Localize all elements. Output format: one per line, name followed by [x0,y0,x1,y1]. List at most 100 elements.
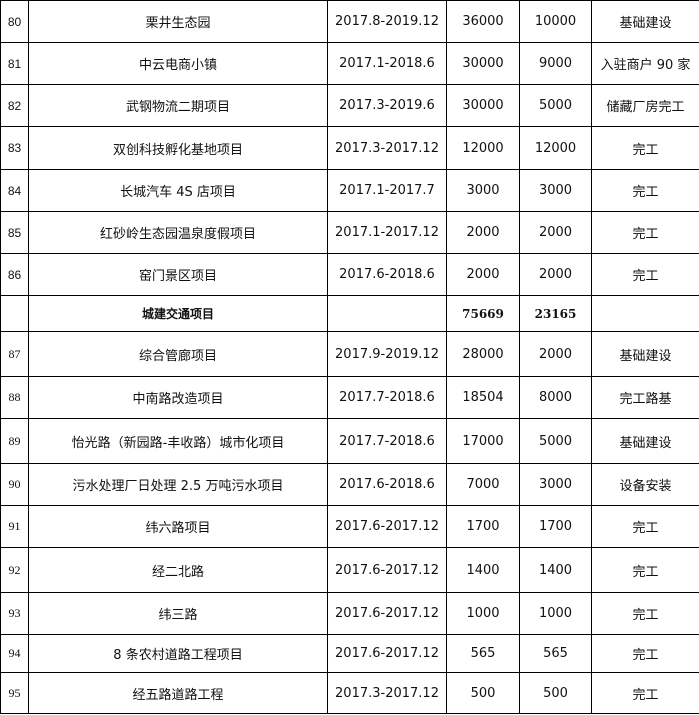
progress-status-cell: 基础建设 [591,0,699,43]
total-investment-cell: 1700 [446,505,520,548]
project-name-cell: 栗井生态园 [28,0,328,43]
annual-investment-cell: 3000 [519,169,592,212]
table-row: 92 经二北路 2017.6-2017.12 1400 1400 完工 [0,547,699,593]
period-cell: 2017.1-2017.7 [327,169,447,212]
table-row: 85 红砂岭生态园温泉度假项目 2017.1-2017.12 2000 2000 完工 [0,211,699,254]
progress-status-cell: 基础建设 [591,331,699,377]
table-row: 91 纬六路项目 2017.6-2017.12 1700 1700 完工 [0,505,699,548]
annual-investment-cell: 500 [519,672,592,714]
period-cell: 2017.3-2017.12 [327,672,447,714]
period-cell: 2017.6-2017.12 [327,592,447,635]
table-row: 94 8 条农村道路工程项目 2017.6-2017.12 565 565 完工 [0,634,699,673]
total-investment-cell: 18504 [446,376,520,419]
annual-investment-cell: 12000 [519,126,592,170]
period-cell [327,295,447,332]
annual-investment-cell: 1400 [519,547,592,593]
annual-investment-cell: 9000 [519,42,592,85]
annual-investment-cell: 23165 [519,295,592,332]
row-number-cell: 82 [0,84,29,127]
section-row: 城建交通项目 75669 23165 [0,295,699,332]
period-cell: 2017.9-2019.12 [327,331,447,377]
annual-investment-cell: 5000 [519,84,592,127]
project-name-cell: 综合管廊项目 [28,331,328,377]
table-row: 95 经五路道路工程 2017.3-2017.12 500 500 完工 [0,672,699,714]
period-cell: 2017.6-2018.6 [327,253,447,296]
progress-status-cell [591,295,699,332]
annual-investment-cell: 1700 [519,505,592,548]
total-investment-cell: 28000 [446,331,520,377]
total-investment-cell: 3000 [446,169,520,212]
total-investment-cell: 2000 [446,253,520,296]
row-number-cell: 85 [0,211,29,254]
annual-investment-cell: 5000 [519,418,592,464]
total-investment-cell: 30000 [446,84,520,127]
table-row: 82 武钢物流二期项目 2017.3-2019.6 30000 5000 储藏厂房完工 [0,84,699,127]
total-investment-cell: 17000 [446,418,520,464]
row-number-cell: 94 [0,634,29,673]
period-cell: 2017.6-2018.6 [327,463,447,506]
row-number-cell: 89 [0,418,29,464]
period-cell: 2017.3-2017.12 [327,126,447,170]
table-row: 89 怡光路（新园路-丰收路）城市化项目 2017.7-2018.6 17000 500… [0,418,699,464]
row-number-cell: 92 [0,547,29,593]
progress-status-cell: 完工 [591,169,699,212]
project-name-cell: 长城汽车 4S 店项目 [28,169,328,212]
period-cell: 2017.6-2017.12 [327,547,447,593]
progress-status-cell: 完工 [591,592,699,635]
progress-status-cell: 完工 [591,211,699,254]
table-row: 81 中云电商小镇 2017.1-2018.6 30000 9000 入驻商户 90 家 [0,42,699,85]
total-investment-cell: 565 [446,634,520,673]
table-row: 90 污水处理厂日处理 2.5 万吨污水项目 2017.6-2018.6 7000 30… [0,463,699,506]
table-row: 86 窑门景区项目 2017.6-2018.6 2000 2000 完工 [0,253,699,296]
row-number-cell: 80 [0,0,29,43]
progress-status-cell: 完工 [591,126,699,170]
progress-status-cell: 完工 [591,505,699,548]
project-name-cell: 城建交通项目 [28,295,328,332]
progress-status-cell: 完工 [591,634,699,673]
annual-investment-cell: 10000 [519,0,592,43]
table-row: 93 纬三路 2017.6-2017.12 1000 1000 完工 [0,592,699,635]
project-name-cell: 中南路改造项目 [28,376,328,419]
table-row: 84 长城汽车 4S 店项目 2017.1-2017.7 3000 3000 完工 [0,169,699,212]
progress-status-cell: 完工 [591,672,699,714]
total-investment-cell: 75669 [446,295,520,332]
annual-investment-cell: 565 [519,634,592,673]
period-cell: 2017.3-2019.6 [327,84,447,127]
period-cell: 2017.8-2019.12 [327,0,447,43]
project-name-cell: 污水处理厂日处理 2.5 万吨污水项目 [28,463,328,506]
progress-status-cell: 基础建设 [591,418,699,464]
table-row: 80 栗井生态园 2017.8-2019.12 36000 10000 基础建设 [0,0,699,43]
row-number-cell: 90 [0,463,29,506]
project-name-cell: 怡光路（新园路-丰收路）城市化项目 [28,418,328,464]
period-cell: 2017.1-2017.12 [327,211,447,254]
annual-investment-cell: 3000 [519,463,592,506]
table-row: 88 中南路改造项目 2017.7-2018.6 18504 8000 完工路基 [0,376,699,419]
project-name-cell: 经二北路 [28,547,328,593]
total-investment-cell: 12000 [446,126,520,170]
progress-status-cell: 入驻商户 90 家 [591,42,699,85]
total-investment-cell: 1000 [446,592,520,635]
row-number-cell: 84 [0,169,29,212]
annual-investment-cell: 2000 [519,211,592,254]
project-name-cell: 中云电商小镇 [28,42,328,85]
annual-investment-cell: 8000 [519,376,592,419]
project-name-cell: 窑门景区项目 [28,253,328,296]
period-cell: 2017.1-2018.6 [327,42,447,85]
row-number-cell: 88 [0,376,29,419]
total-investment-cell: 7000 [446,463,520,506]
row-number-cell: 83 [0,126,29,170]
total-investment-cell: 500 [446,672,520,714]
table-row: 87 综合管廊项目 2017.9-2019.12 28000 2000 基础建设 [0,331,699,377]
annual-investment-cell: 2000 [519,331,592,377]
row-number-cell: 86 [0,253,29,296]
period-cell: 2017.7-2018.6 [327,376,447,419]
row-number-cell [0,295,29,332]
period-cell: 2017.6-2017.12 [327,634,447,673]
row-number-cell: 91 [0,505,29,548]
project-name-cell: 纬六路项目 [28,505,328,548]
total-investment-cell: 1400 [446,547,520,593]
annual-investment-cell: 1000 [519,592,592,635]
progress-status-cell: 完工路基 [591,376,699,419]
period-cell: 2017.7-2018.6 [327,418,447,464]
project-name-cell: 纬三路 [28,592,328,635]
